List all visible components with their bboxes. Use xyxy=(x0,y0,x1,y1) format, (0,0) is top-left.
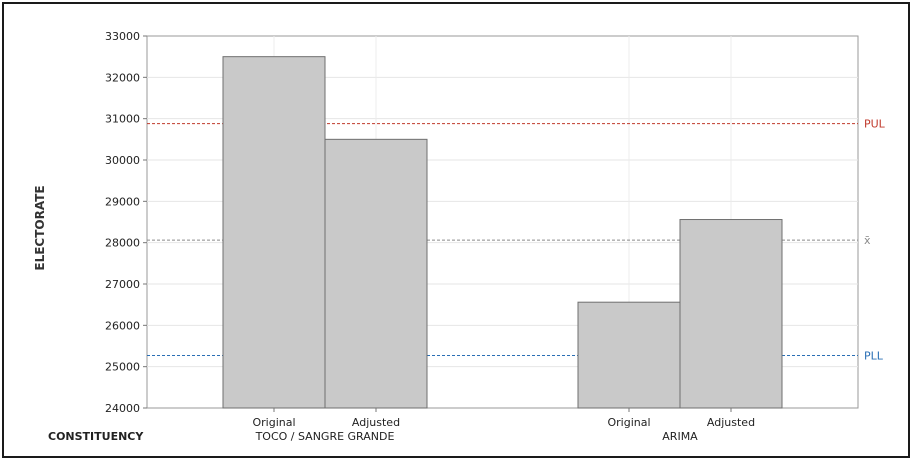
y-tick-label: 25000 xyxy=(105,361,140,374)
bar xyxy=(679,219,783,409)
y-tick-label: 28000 xyxy=(105,237,140,250)
y-tick-label: 31000 xyxy=(105,113,140,126)
x-axis-title: CONSTITUENCY xyxy=(48,430,144,443)
bar xyxy=(222,56,326,409)
bar-label: Original xyxy=(607,416,650,429)
bar xyxy=(577,301,681,409)
group-label: ARIMA xyxy=(662,430,698,443)
y-tick-label: 24000 xyxy=(105,402,140,415)
bar xyxy=(324,138,428,409)
y-tick-label: 33000 xyxy=(105,30,140,43)
y-tick-label: 26000 xyxy=(105,319,140,332)
reference-line-label: PLL xyxy=(864,350,884,363)
y-tick-label: 30000 xyxy=(105,154,140,167)
group-label: TOCO / SANGRE GRANDE xyxy=(255,430,395,443)
y-tick-label: 27000 xyxy=(105,278,140,291)
y-tick-label: 29000 xyxy=(105,195,140,208)
bar-label: Adjusted xyxy=(352,416,400,429)
reference-line-label: PUL xyxy=(864,118,886,131)
bar-label: Original xyxy=(252,416,295,429)
plot-area xyxy=(146,35,859,409)
y-axis-title: ELECTORATE xyxy=(33,185,47,270)
y-tick-label: 32000 xyxy=(105,71,140,84)
reference-line-label: x̄ xyxy=(864,234,871,247)
bar-label: Adjusted xyxy=(707,416,755,429)
